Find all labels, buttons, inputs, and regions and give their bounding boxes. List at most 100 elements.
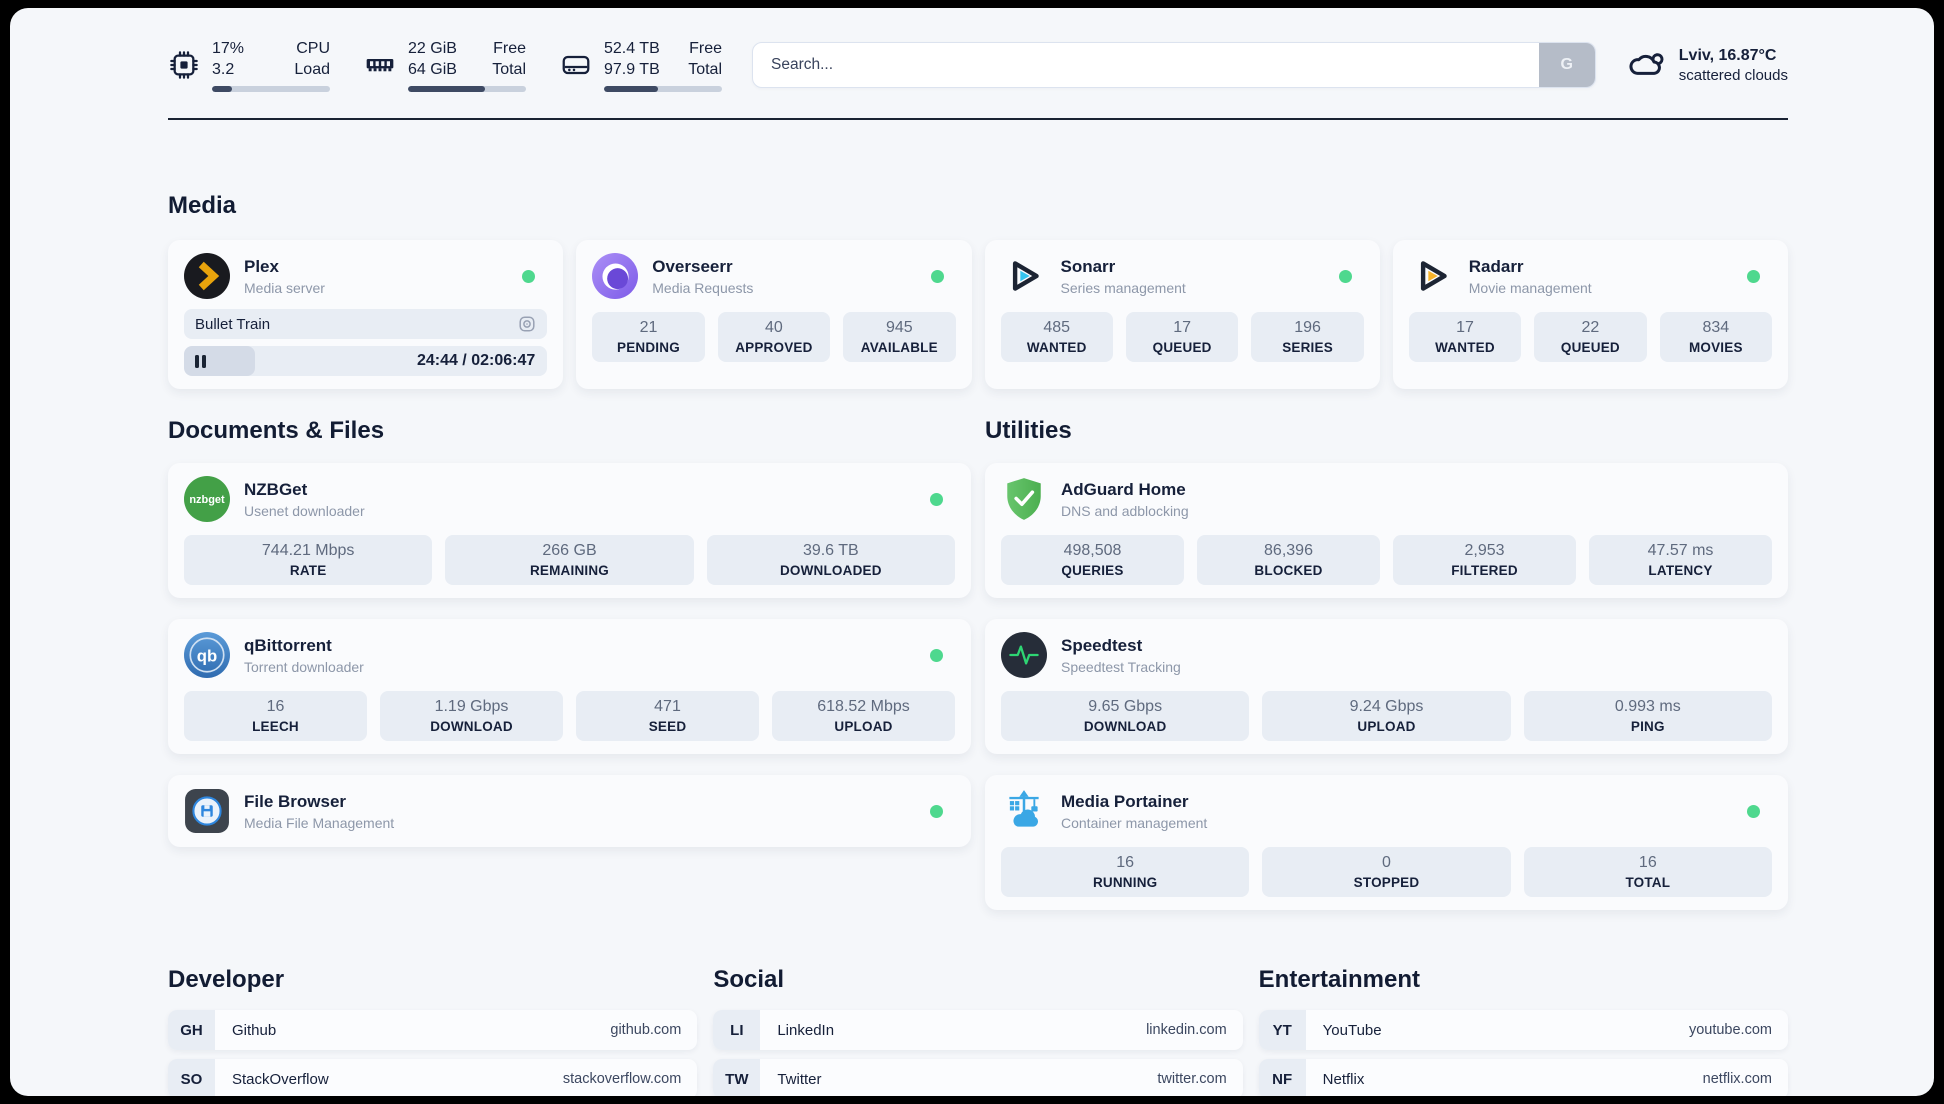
sonarr-icon xyxy=(1001,253,1047,299)
pause-icon[interactable] xyxy=(195,354,206,368)
search-engine-button[interactable]: G xyxy=(1538,43,1595,88)
stat-total: 16 TOTAL xyxy=(1523,847,1772,898)
status-indicator xyxy=(1338,269,1352,283)
card-sonarr[interactable]: Sonarr Series management 485 WANTED 17 Q… xyxy=(984,240,1380,390)
link-badge: TW xyxy=(713,1059,761,1096)
qbittorrent-icon: qb xyxy=(184,632,230,679)
section-entertainment: Entertainment YT YouTube youtube.com NF … xyxy=(1258,966,1788,1096)
card-adguard[interactable]: AdGuard Home DNS and adblocking 498,508 … xyxy=(985,463,1788,599)
overseerr-icon xyxy=(592,253,639,300)
memory-free-label: Free xyxy=(493,40,526,57)
playback-time: 24:44 / 02:06:47 xyxy=(416,352,536,370)
link-badge: NF xyxy=(1258,1059,1306,1096)
card-plex[interactable]: Plex Media server Bullet Train xyxy=(168,240,564,390)
speedtest-icon xyxy=(1001,632,1047,679)
memory-free-value: 22 GiB xyxy=(408,40,457,57)
weather-condition: scattered clouds xyxy=(1678,66,1788,84)
cpu-label: CPU xyxy=(296,40,330,57)
cpu-load-value: 3.2 xyxy=(212,61,235,79)
link-url: stackoverflow.com xyxy=(562,1071,682,1088)
stat-series: 196 SERIES xyxy=(1251,312,1364,363)
link-url: twitter.com xyxy=(1157,1071,1227,1088)
card-qbittorrent[interactable]: qb qBittorrent Torrent downloader xyxy=(168,619,971,755)
cpu-progress-bar xyxy=(212,86,330,93)
app-description: Usenet downloader xyxy=(244,502,365,519)
section-title-media: Media xyxy=(168,192,237,220)
link-linkedin[interactable]: LI LinkedIn linkedin.com xyxy=(713,1010,1243,1051)
link-twitter[interactable]: TW Twitter twitter.com xyxy=(713,1059,1243,1096)
section-documents: Documents & Files nzbget xyxy=(168,417,971,910)
link-stackoverflow[interactable]: SO StackOverflow stackoverflow.com xyxy=(168,1059,698,1096)
stat-seed: 471 SEED xyxy=(576,691,759,742)
link-url: youtube.com xyxy=(1688,1022,1772,1039)
link-url: github.com xyxy=(610,1022,682,1039)
stat-rate: 744.21 Mbps RATE xyxy=(184,535,433,586)
memory-progress-bar xyxy=(408,86,526,93)
memory-total-value: 64 GiB xyxy=(408,61,457,79)
section-title-developer: Developer xyxy=(168,966,285,994)
section-title-documents: Documents & Files xyxy=(168,417,385,445)
stat-upload: 9.24 Gbps UPLOAD xyxy=(1262,691,1511,742)
stat-downloaded: 39.6 TB DOWNLOADED xyxy=(706,535,955,586)
link-name: Github xyxy=(232,1021,277,1039)
section-media: Media Plex Media server xyxy=(168,192,1788,390)
cloud-icon xyxy=(1629,53,1664,75)
app-description: DNS and adblocking xyxy=(1061,502,1189,519)
card-filebrowser[interactable]: File Browser Media File Management xyxy=(168,775,971,848)
link-youtube[interactable]: YT YouTube youtube.com xyxy=(1258,1010,1788,1051)
storage-progress-bar xyxy=(604,86,722,93)
app-name: File Browser xyxy=(244,791,347,811)
app-name: Plex xyxy=(244,256,279,276)
now-playing-item[interactable]: Bullet Train xyxy=(184,309,548,340)
link-badge: LI xyxy=(713,1010,761,1051)
svg-text:qb: qb xyxy=(197,646,217,665)
stat-filtered: 2,953 FILTERED xyxy=(1393,535,1576,586)
memory-stat: 22 GiB 64 GiB Free Total xyxy=(364,38,526,93)
card-speedtest[interactable]: Speedtest Speedtest Tracking 9.65 Gbps D… xyxy=(985,619,1788,755)
card-overseerr[interactable]: Overseerr Media Requests 21 PENDING 40 A… xyxy=(576,240,972,390)
disk-icon xyxy=(562,55,590,75)
svg-text:nzbget: nzbget xyxy=(189,494,225,506)
nzbget-icon: nzbget xyxy=(184,476,230,523)
ram-icon xyxy=(366,59,394,72)
weather-location-temperature: Lviv, 16.87°C xyxy=(1678,46,1777,64)
stat-upload: 618.52 Mbps UPLOAD xyxy=(772,691,955,742)
camera-icon[interactable] xyxy=(518,315,536,333)
section-utilities: Utilities xyxy=(985,417,1788,911)
stat-leech: 16 LEECH xyxy=(184,691,367,742)
status-indicator xyxy=(930,648,943,662)
memory-total-label: Total xyxy=(492,61,526,79)
stat-pending: 21 PENDING xyxy=(592,312,705,363)
status-indicator xyxy=(930,269,944,283)
app-name: Media Portainer xyxy=(1061,791,1189,811)
status-indicator xyxy=(1747,269,1760,283)
storage-stat: 52.4 TB 97.9 TB Free Total xyxy=(560,38,722,93)
cpu-load-label: Load xyxy=(294,61,330,79)
link-badge: SO xyxy=(168,1059,215,1096)
link-netflix[interactable]: NF Netflix netflix.com xyxy=(1258,1059,1788,1096)
card-radarr[interactable]: Radarr Movie management 17 WANTED 22 QUE… xyxy=(1392,240,1788,390)
section-title-utilities: Utilities xyxy=(985,417,1072,445)
link-badge: GH xyxy=(168,1010,215,1051)
app-description: Torrent downloader xyxy=(244,658,364,675)
stat-remaining: 266 GB REMAINING xyxy=(445,535,694,586)
link-name: YouTube xyxy=(1322,1021,1382,1039)
link-url: linkedin.com xyxy=(1146,1022,1227,1039)
stat-wanted: 485 WANTED xyxy=(1000,312,1113,363)
stat-latency: 47.57 ms LATENCY xyxy=(1589,535,1772,586)
app-name: NZBGet xyxy=(244,479,308,499)
app-description: Media Requests xyxy=(652,279,754,296)
link-badge: YT xyxy=(1258,1010,1306,1051)
app-description: Container management xyxy=(1061,814,1208,831)
stat-blocked: 86,396 BLOCKED xyxy=(1197,535,1380,586)
app-description: Series management xyxy=(1060,279,1186,296)
link-github[interactable]: GH Github github.com xyxy=(168,1010,698,1051)
card-portainer[interactable]: Media Portainer Container management 16 … xyxy=(985,775,1788,911)
header-divider xyxy=(168,118,1788,121)
card-nzbget[interactable]: nzbget NZBGet Usenet downloader 74 xyxy=(168,463,971,599)
link-name: Netflix xyxy=(1322,1070,1365,1088)
cpu-icon xyxy=(170,51,198,79)
app-description: Speedtest Tracking xyxy=(1061,658,1181,675)
search-input[interactable] xyxy=(753,43,1539,88)
status-indicator xyxy=(522,269,536,283)
